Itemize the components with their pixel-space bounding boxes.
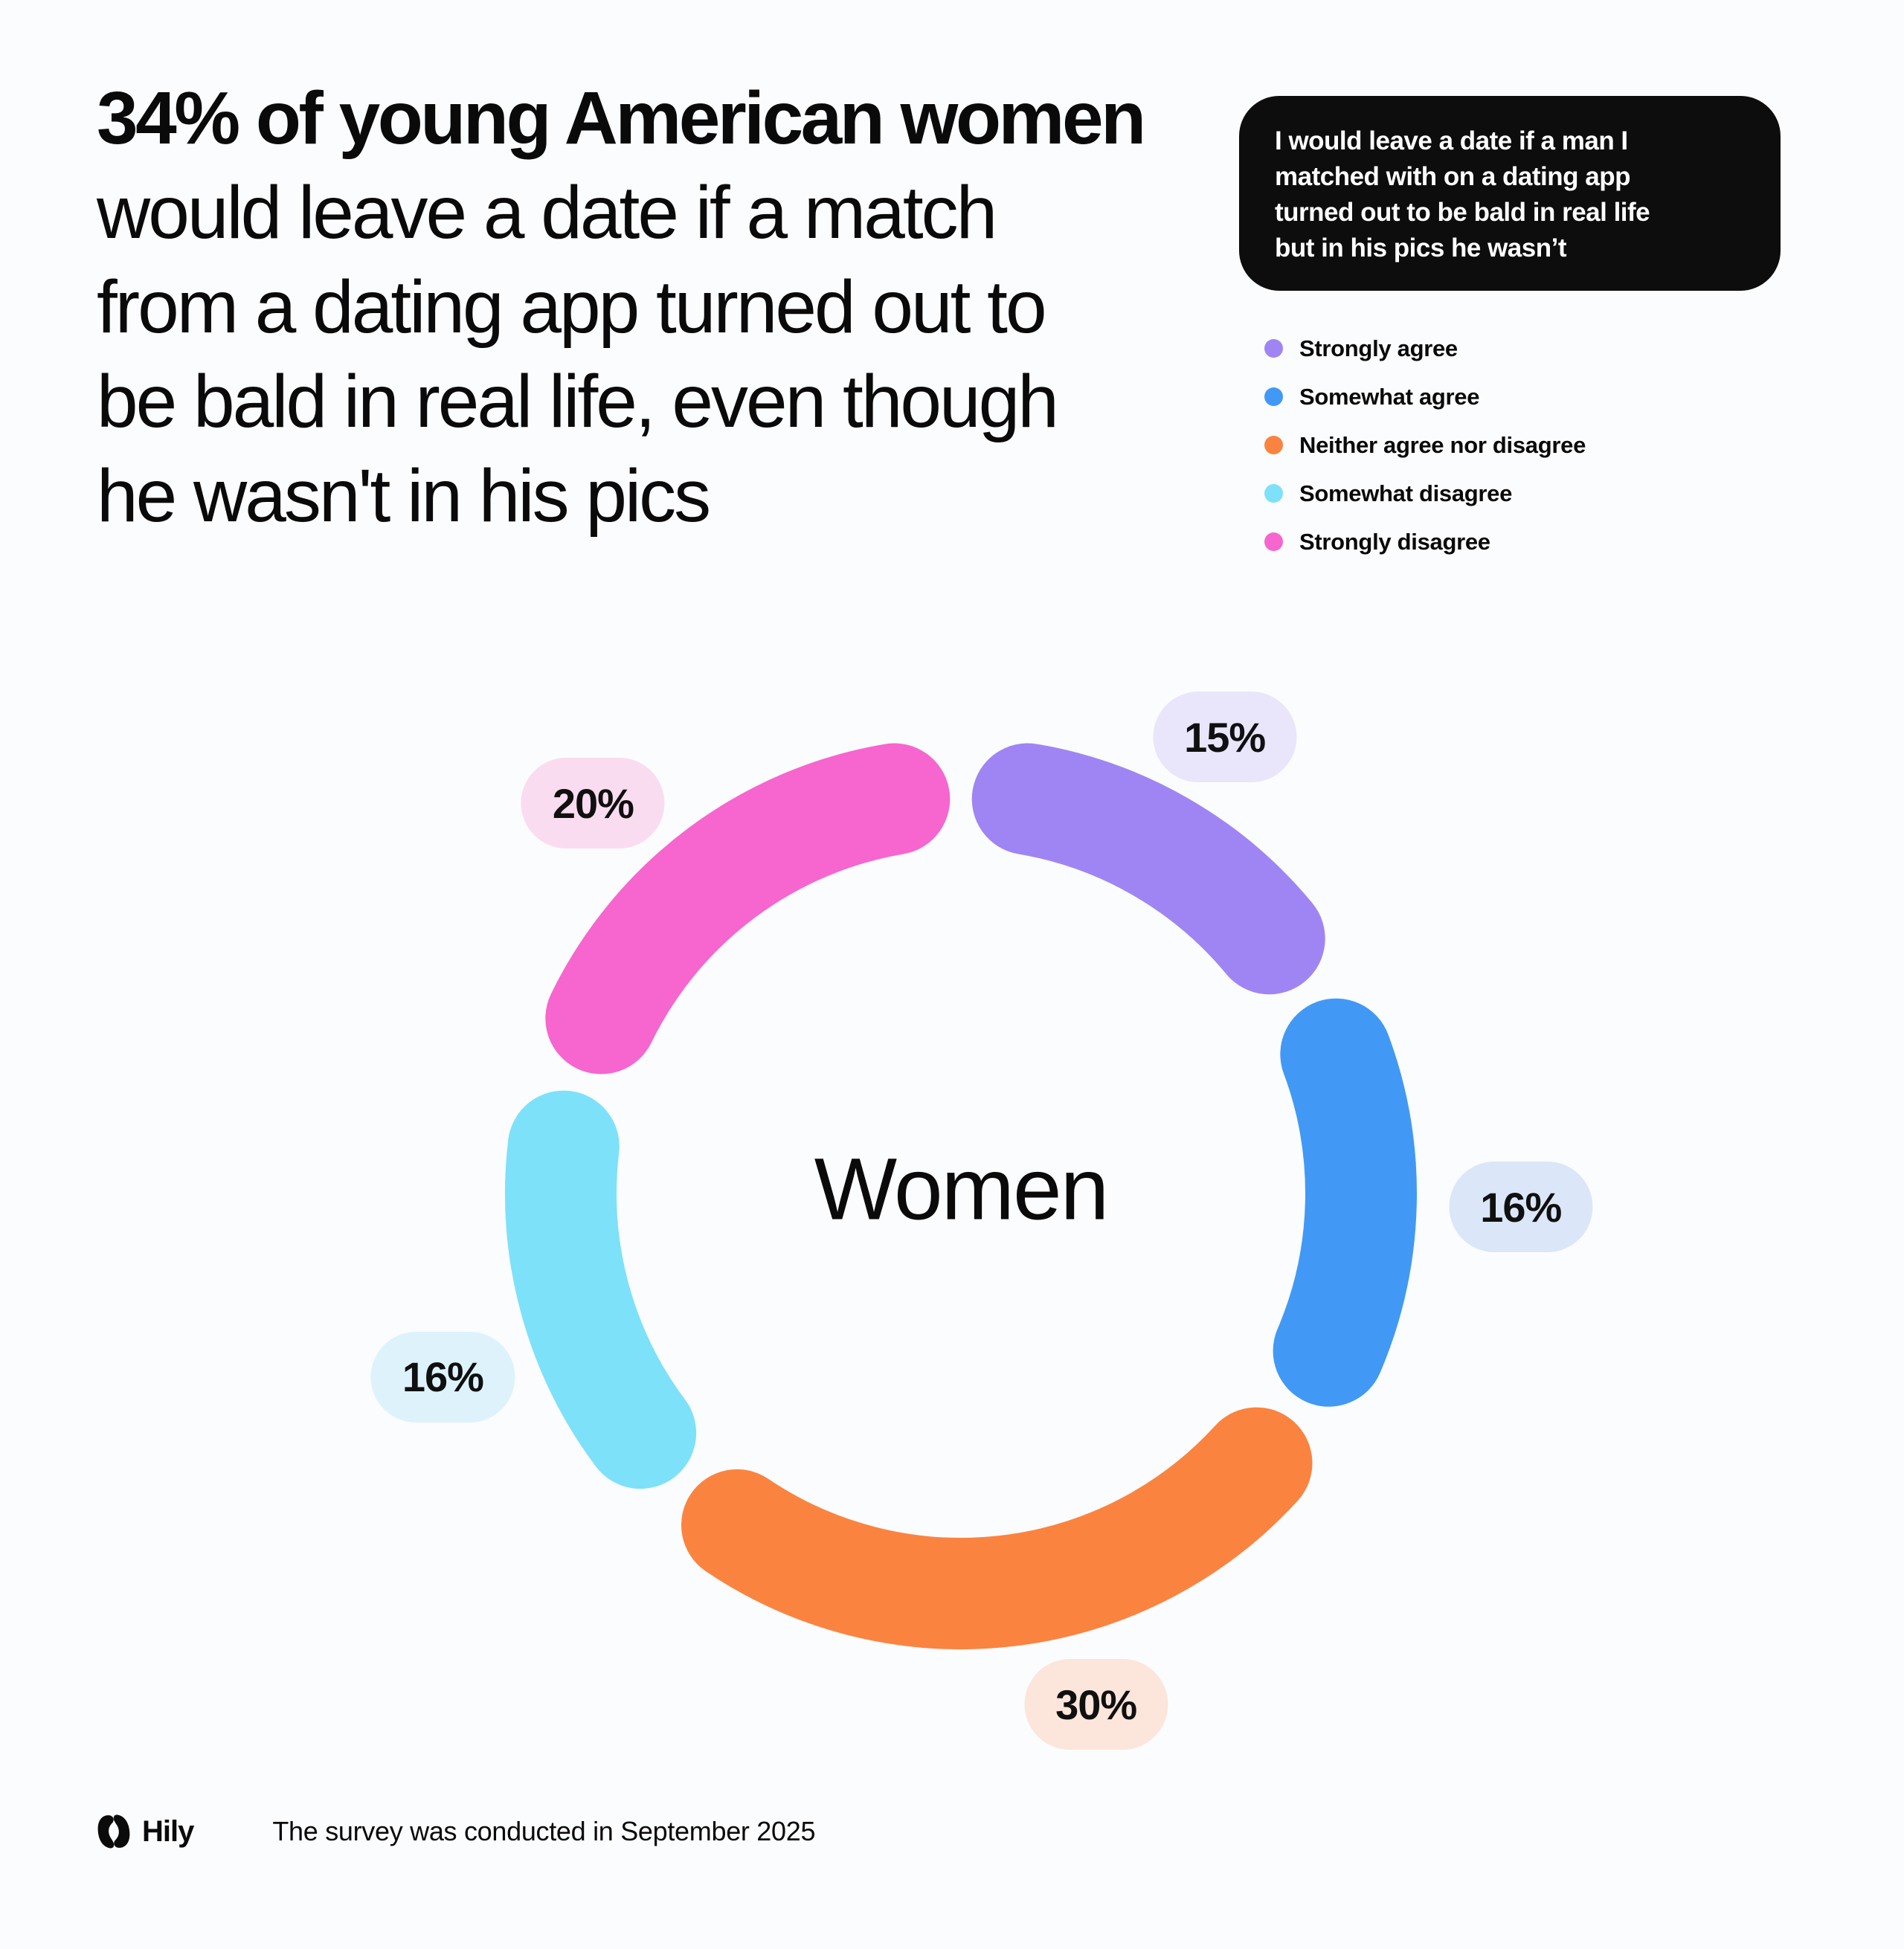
legend-label: Somewhat agree: [1299, 383, 1480, 410]
percent-label-somewhat-agree: 16%: [1449, 1162, 1593, 1253]
headline-line: would leave a date if a match: [97, 171, 997, 254]
percent-label-neither-agree-nor-disagree: 30%: [1024, 1659, 1168, 1750]
headline-stat: 34% of young American women: [97, 77, 1146, 160]
footer: Hily The survey was conducted in Septemb…: [95, 1813, 816, 1850]
legend-label: Neither agree nor disagree: [1299, 431, 1586, 458]
legend-dot-icon: [1264, 339, 1283, 358]
legend-item: Strongly agree: [1264, 324, 1586, 373]
brand-name: Hily: [142, 1814, 194, 1848]
legend-dot-icon: [1264, 436, 1283, 454]
legend-item: Somewhat agree: [1264, 373, 1586, 421]
donut-segment-strongly-disagree: [545, 743, 951, 1075]
hily-logo-icon: [97, 1814, 130, 1849]
legend-label: Strongly agree: [1299, 335, 1458, 361]
survey-question-box: I would leave a date if a man I matched …: [1239, 96, 1781, 291]
headline-line: from a dating app turned out to: [97, 265, 1047, 349]
legend-label: Somewhat disagree: [1299, 480, 1513, 506]
donut-segment-somewhat-agree: [1273, 998, 1417, 1407]
chart-legend: Strongly agree Somewhat agree Neither ag…: [1264, 324, 1586, 566]
headline-line: be bald in real life, even though: [97, 360, 1059, 443]
legend-item: Somewhat disagree: [1264, 469, 1586, 518]
donut-chart: [505, 743, 1417, 1649]
survey-question-line: I would leave a date if a man I: [1275, 126, 1628, 155]
survey-question-line: matched with on a dating app: [1275, 162, 1630, 191]
survey-footnote: The survey was conducted in September 20…: [272, 1816, 816, 1846]
survey-question-line: turned out to be bald in real life: [1275, 198, 1650, 227]
percent-label-somewhat-disagree: 16%: [370, 1331, 515, 1423]
donut-segment-strongly-agree: [971, 743, 1325, 995]
donut-segment-somewhat-disagree: [505, 1090, 697, 1489]
headline: 34% of young American women would leave …: [97, 71, 1242, 544]
percent-label-strongly-agree: 15%: [1153, 692, 1297, 783]
legend-item: Strongly disagree: [1264, 518, 1586, 566]
legend-dot-icon: [1264, 484, 1283, 503]
chart-center-label: Women: [814, 1140, 1109, 1239]
legend-label: Strongly disagree: [1299, 528, 1490, 555]
headline-line: he wasn't in his pics: [97, 454, 711, 538]
survey-question-line: but in his pics he wasn’t: [1275, 233, 1567, 262]
donut-segment-neither-agree-nor-disagree: [681, 1407, 1313, 1649]
legend-dot-icon: [1264, 532, 1283, 551]
legend-item: Neither agree nor disagree: [1264, 421, 1586, 469]
legend-dot-icon: [1264, 387, 1283, 406]
percent-label-strongly-disagree: 20%: [521, 758, 665, 849]
